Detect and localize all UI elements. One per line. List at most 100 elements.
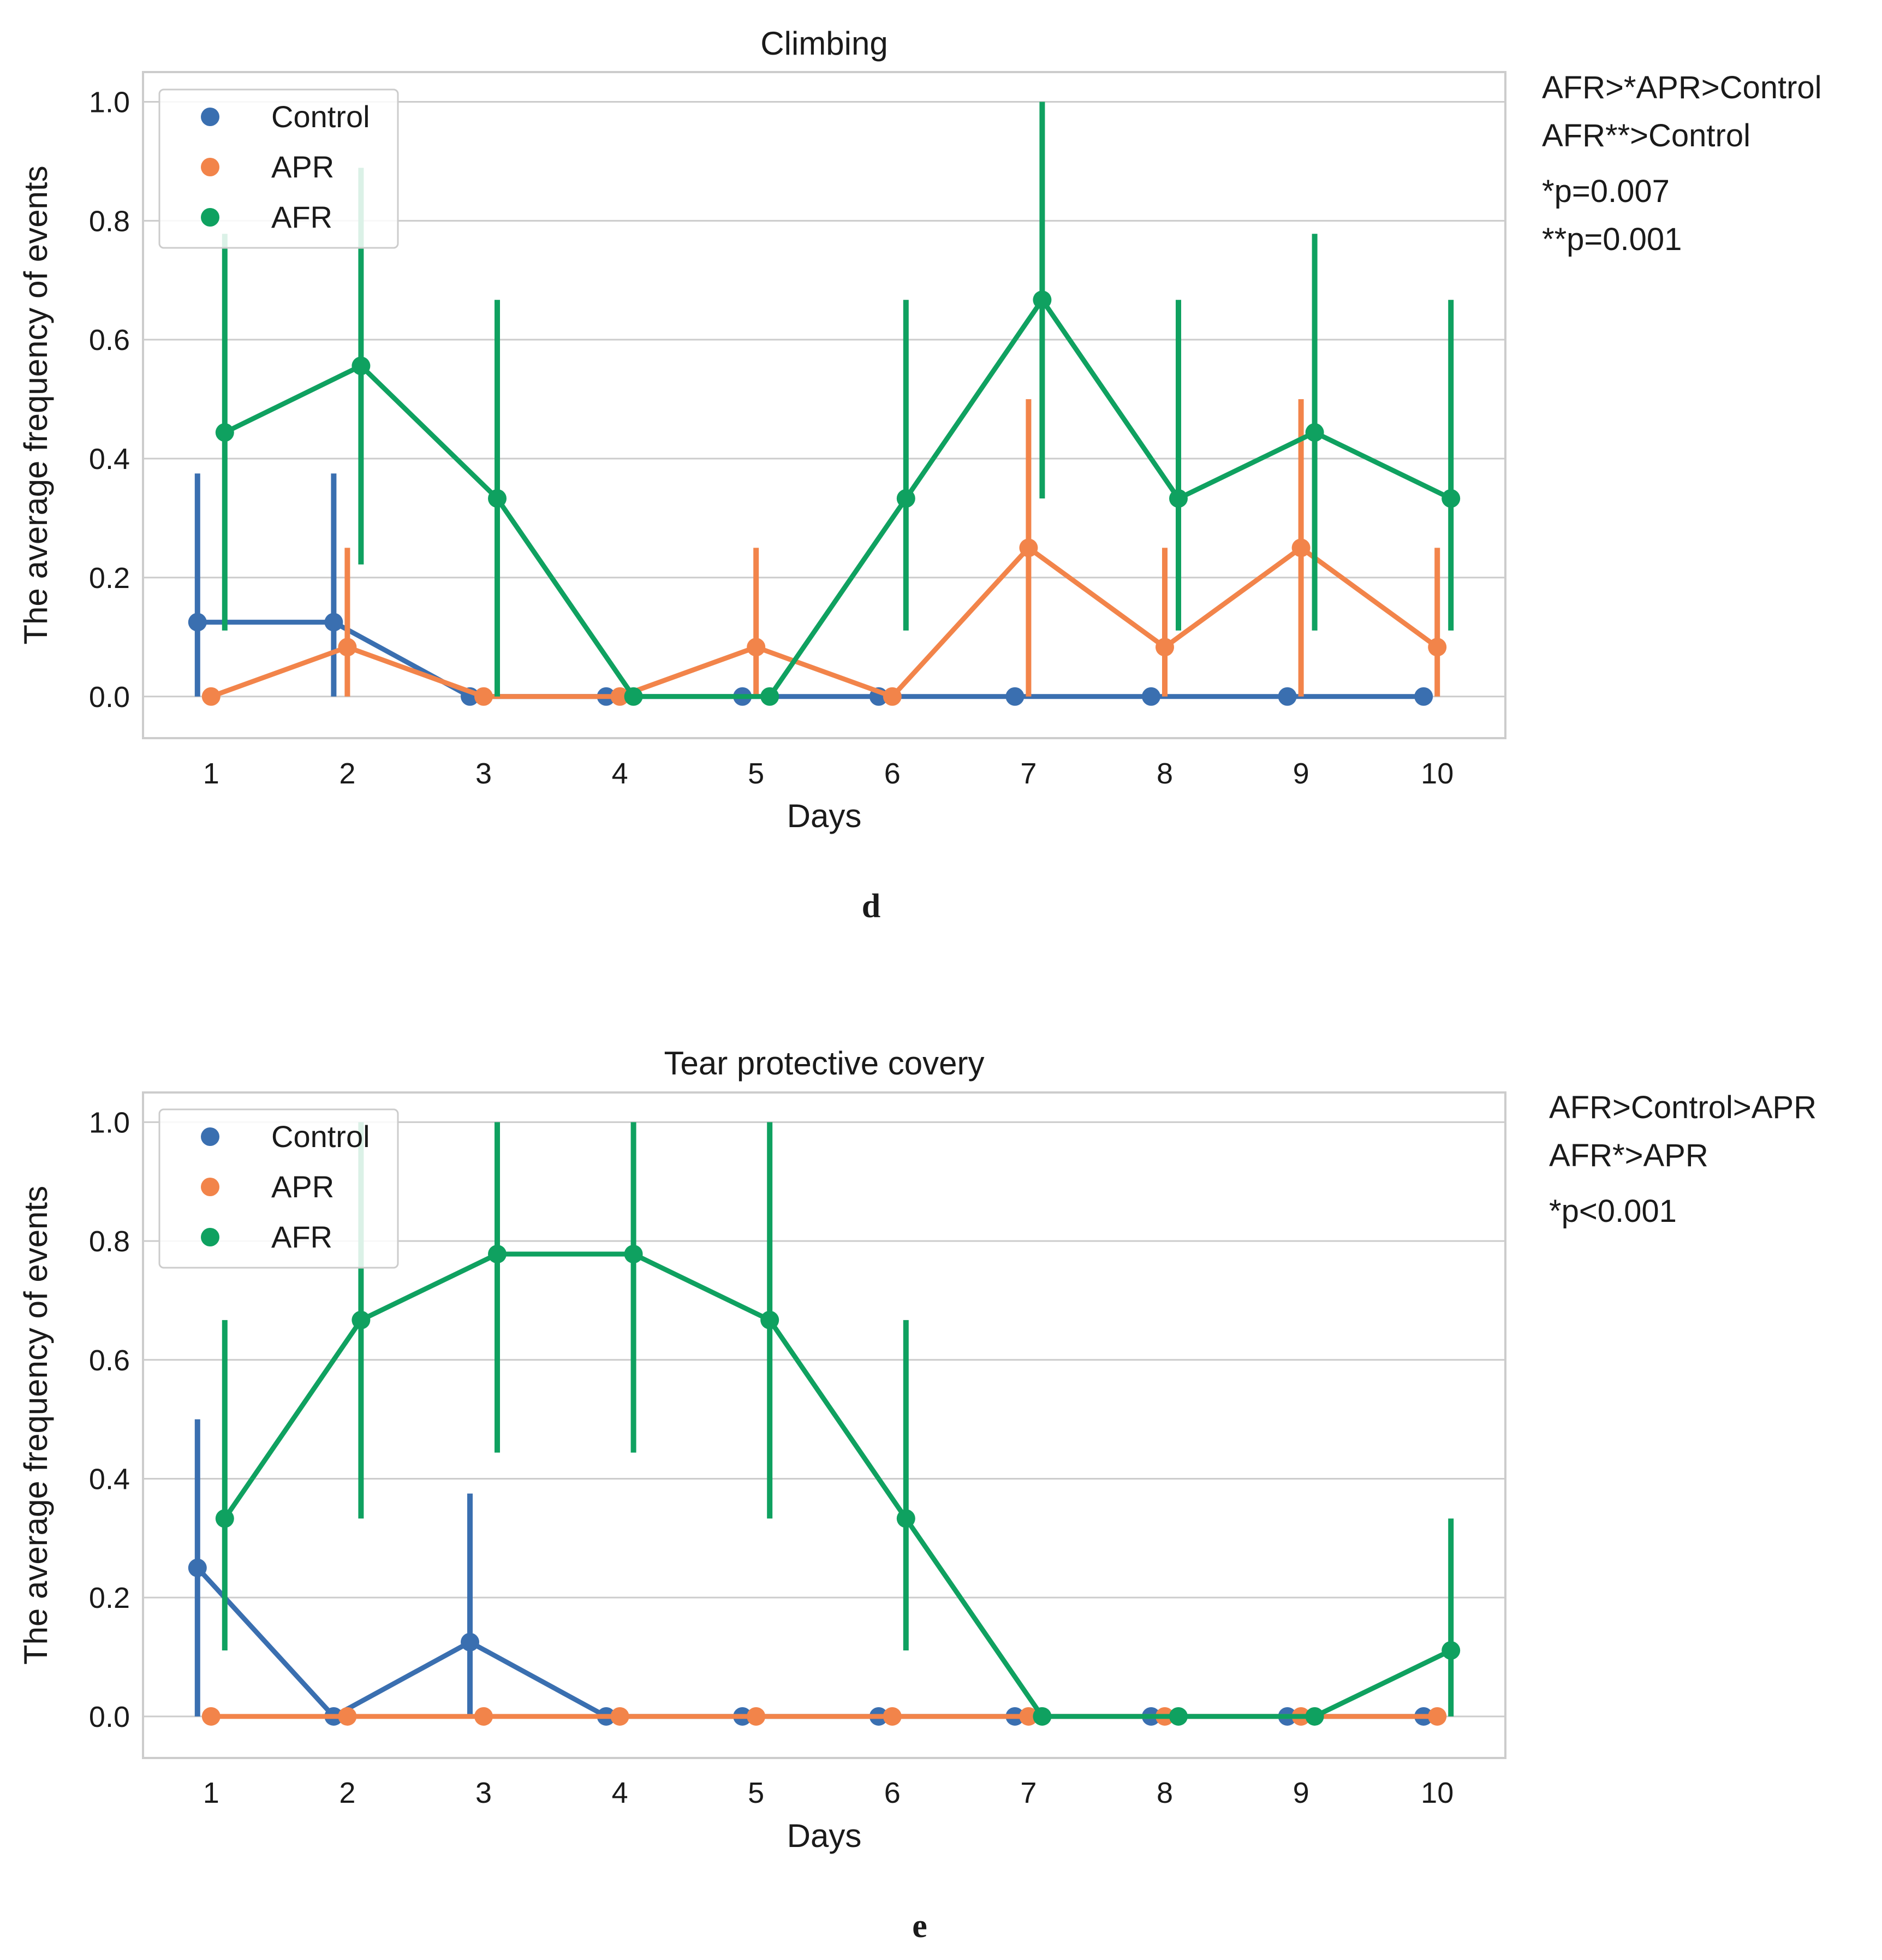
legend-box [158,88,399,249]
x-axis-label: Days [787,1818,862,1854]
y-tick-label: 1.0 [89,1106,130,1139]
data-point [1428,638,1447,657]
y-tick-label: 0.4 [89,443,130,476]
series-line [223,1251,1452,1719]
data-point [1033,1707,1052,1726]
annotation-line: AFR*>APR [1549,1138,1708,1173]
legend-marker-apr [201,158,219,176]
x-tick-label: 5 [748,1777,764,1809]
annotation-line: *p<0.001 [1549,1193,1677,1229]
data-point [883,1707,902,1726]
data-point [1005,687,1025,706]
y-axis-label: The average frequency of events [17,1186,54,1665]
stats-annotation-e: AFR>Control>APR AFR*>APR *p<0.001 [1549,1090,1817,1229]
y-tick-label: 0.0 [89,681,130,714]
annotation-line: **p=0.001 [1542,222,1682,257]
data-point [1156,638,1174,657]
legend-marker-control [201,1127,219,1146]
data-point [610,687,629,706]
data-point [1278,687,1297,706]
y-tick-label: 0.8 [89,205,130,237]
data-point [201,1707,221,1726]
data-point [896,489,915,508]
data-point [215,423,234,442]
data-point [338,638,357,657]
x-tick-label: 4 [612,757,628,790]
x-tick-label: 10 [1421,757,1454,790]
x-tick-label: 1 [203,757,219,790]
data-point [1305,423,1324,442]
annotation-line: AFR>*APR>Control [1542,70,1822,105]
data-point [488,489,507,508]
x-tick-label: 10 [1421,1777,1454,1809]
data-point [352,1310,371,1329]
data-point [188,613,207,632]
panel-caption: e [912,1908,927,1945]
data-point [747,638,766,657]
y-tick-label: 0.4 [89,1463,130,1495]
data-point [624,1245,643,1264]
data-point [1305,1707,1324,1726]
legend-marker-control [201,108,219,126]
legend-marker-afr [201,208,219,227]
x-tick-label: 7 [1020,757,1037,790]
data-point [461,1632,479,1652]
y-tick-label: 0.6 [89,1344,130,1377]
stats-annotation-d: AFR>*APR>Control AFR**>Control *p=0.007 **p… [1542,70,1822,257]
data-point [488,1245,507,1264]
data-point [188,1558,207,1577]
data-point [1019,538,1038,557]
y-tick-label: 1.0 [89,86,130,118]
y-tick-label: 0.2 [89,1582,130,1614]
data-point [760,687,779,706]
series-line [223,297,1452,699]
data-point [1442,489,1461,508]
data-point [1169,1707,1188,1726]
x-tick-label: 6 [884,1777,901,1809]
x-tick-label: 2 [339,1777,355,1809]
x-tick-label: 8 [1157,1777,1173,1809]
y-tick-label: 0.8 [89,1225,130,1258]
chart-panel-e: 0.0 0.2 0.4 0.6 0.8 1.0 1 2 3 4 5 6 7 8 9 10 Tear protec… [17,1045,1506,1854]
data-point [474,687,493,706]
legend-label: APR [271,1169,334,1204]
legend-label: Control [271,1119,370,1154]
x-tick-label: 9 [1293,757,1309,790]
x-tick-label: 7 [1020,1777,1037,1809]
legend-marker-apr [201,1178,219,1196]
legend-box [158,1108,399,1269]
x-tick-label: 9 [1293,1777,1309,1809]
data-point [1169,489,1188,508]
x-tick-label: 8 [1157,757,1173,790]
plot-frame [142,1091,1506,1759]
data-point [1428,1707,1447,1726]
y-tick-label: 0.2 [89,562,130,595]
x-tick-label: 1 [203,1777,219,1809]
series-line [210,545,1439,699]
x-axis-label: Days [787,798,862,834]
series-control [188,473,1433,706]
x-tick-label: 3 [475,757,492,790]
legend: Control APR AFR [158,1108,399,1269]
series-afr [215,102,1461,706]
chart-panel-d: 0.0 0.2 0.4 0.6 0.8 1.0 1 2 3 4 5 6 7 8 9 10 Climbing Day… [17,25,1506,834]
data-point [1442,1641,1461,1660]
data-point [896,1509,915,1528]
legend-label: Control [271,99,370,134]
series-line [195,1566,1424,1719]
legend-label: AFR [271,1220,332,1254]
data-point [201,687,221,706]
annotation-line: AFR**>Control [1542,118,1750,153]
series-line [197,620,1424,699]
data-point [1033,290,1052,310]
y-axis-label: The average frequency of events [17,165,54,644]
data-point [624,687,643,706]
x-tick-label: 5 [748,757,764,790]
data-point [215,1509,234,1528]
x-tick-label: 3 [475,1777,492,1809]
data-point [474,1707,493,1726]
x-tick-label: 4 [612,1777,628,1809]
series-apr [201,399,1447,706]
legend-marker-afr [201,1228,219,1246]
